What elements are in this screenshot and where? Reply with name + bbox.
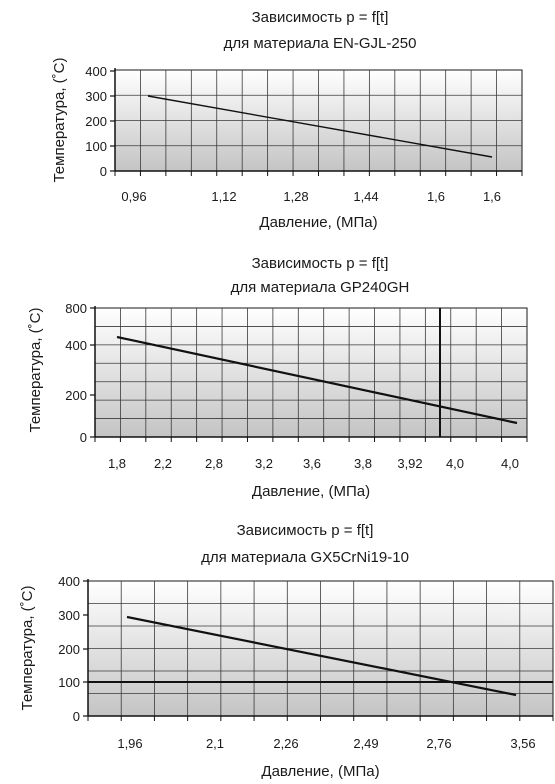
y-tick-label: 0 [73, 709, 80, 724]
x-tick-label: 2,2 [154, 456, 172, 471]
x-tick-label: 3,6 [303, 456, 321, 471]
x-tick-label: 2,8 [205, 456, 223, 471]
y-axis-label: Температура, (˚C) [27, 307, 44, 432]
series-line [116, 335, 518, 425]
y-axis-label: Температура, (˚C) [51, 57, 68, 182]
series-line [126, 615, 517, 697]
x-axis-label: Давление, (МПа) [259, 214, 377, 231]
x-tick-label: 4,0 [446, 456, 464, 471]
chart-title-line-1: Зависимость p = f[t] [237, 522, 374, 539]
y-tick-label: 100 [85, 139, 107, 154]
x-tick-label: 0,96 [121, 189, 146, 204]
y-tick-label: 200 [65, 388, 87, 403]
x-tick-label: 3,8 [354, 456, 372, 471]
y-tick-label: 100 [58, 675, 80, 690]
chart-title-line-1: Зависимость p = f[t] [252, 9, 389, 26]
y-tick-label: 400 [65, 338, 87, 353]
x-tick-label: 2,26 [273, 736, 298, 751]
x-axis-label: Давление, (МПа) [252, 483, 370, 500]
x-tick-label: 3,56 [510, 736, 535, 751]
chart-title-line-2: для материала GX5CrNi19-10 [201, 549, 409, 566]
x-tick-label: 1,8 [108, 456, 126, 471]
x-axis-label: Давление, (МПа) [261, 763, 379, 780]
y-tick-label: 400 [58, 574, 80, 589]
y-tick-label: 0 [100, 164, 107, 179]
x-tick-label: 2,49 [353, 736, 378, 751]
y-tick-label: 300 [85, 89, 107, 104]
x-tick-label: 1,12 [211, 189, 236, 204]
chart-title-line-1: Зависимость p = f[t] [252, 255, 389, 272]
series-line [147, 95, 493, 158]
y-tick-label: 800 [65, 301, 87, 316]
chart-1: Зависимость p = f[t] для материала EN-GJL… [51, 9, 523, 231]
x-tick-label: 1,96 [117, 736, 142, 751]
y-tick-label: 200 [58, 642, 80, 657]
x-tick-label: 1,6 [483, 189, 501, 204]
chart-3: Зависимость p = f[t] для материала GX5CrN… [19, 522, 554, 780]
x-tick-label: 3,2 [255, 456, 273, 471]
y-tick-label: 300 [58, 608, 80, 623]
x-tick-label: 1,28 [283, 189, 308, 204]
x-tick-label: 3,92 [397, 456, 422, 471]
chart-title-line-2: для материала GP240GH [231, 279, 410, 296]
y-axis-label: Температура, (˚C) [19, 585, 36, 710]
chart-2: Зависимость p = f[t] для материала GP240G… [27, 255, 528, 500]
x-tick-label: 2,1 [206, 736, 224, 751]
y-tick-label: 400 [85, 64, 107, 79]
x-tick-label: 2,76 [426, 736, 451, 751]
plot-area [94, 307, 528, 438]
y-tick-label: 0 [80, 430, 87, 445]
x-tick-label: 1,44 [353, 189, 378, 204]
y-tick-label: 200 [85, 114, 107, 129]
x-tick-label: 1,6 [427, 189, 445, 204]
chart-title-line-2: для материала EN-GJL-250 [224, 35, 417, 52]
x-tick-label: 4,0 [501, 456, 519, 471]
